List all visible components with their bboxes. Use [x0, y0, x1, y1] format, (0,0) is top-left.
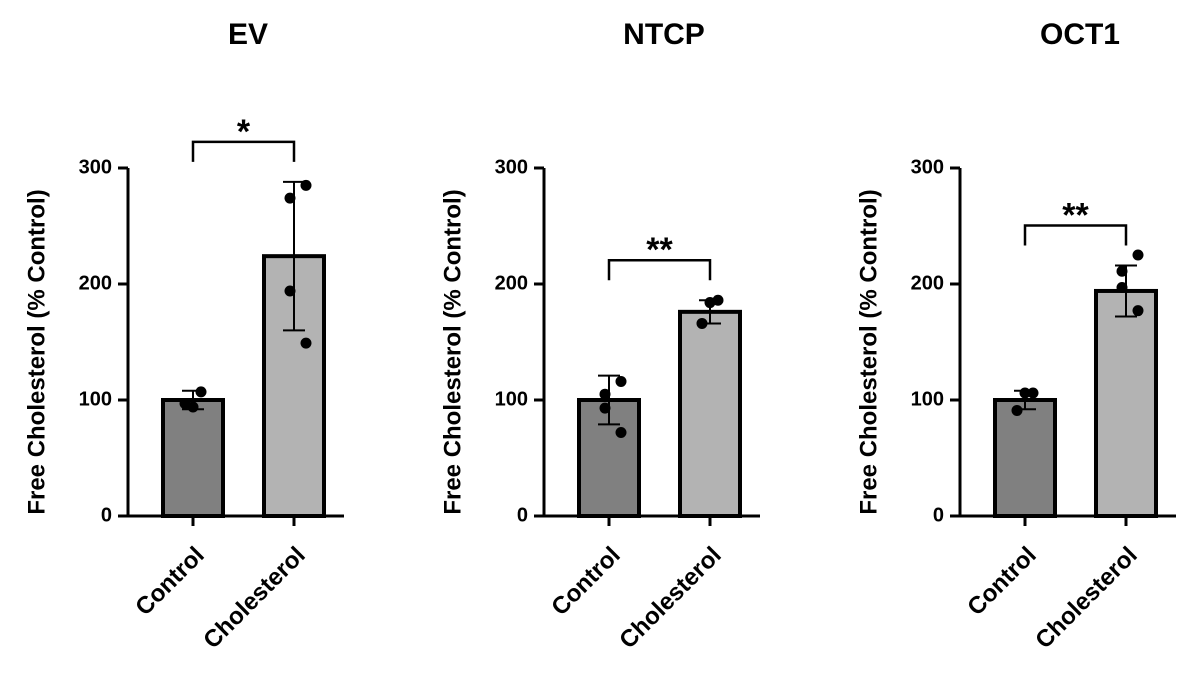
- x-tick-label: Cholesterol: [1030, 542, 1142, 654]
- data-point: [599, 388, 611, 400]
- y-tick-label: 100: [911, 388, 944, 410]
- y-tick-label: 0: [101, 504, 112, 526]
- x-tick-label: Cholesterol: [614, 542, 726, 654]
- significance-bracket: [191, 140, 296, 162]
- y-axis-label: Free Cholesterol (% Control): [23, 189, 50, 514]
- x-tick-label: Control: [962, 542, 1041, 621]
- significance-label: *: [237, 113, 251, 151]
- significance-label: **: [646, 231, 673, 269]
- y-tick-label: 300: [495, 156, 528, 178]
- bar: [993, 398, 1057, 518]
- bar: [678, 309, 742, 518]
- x-tick-label: Control: [130, 542, 209, 621]
- data-point: [599, 402, 611, 414]
- data-point: [300, 337, 312, 349]
- bar: [1094, 288, 1158, 518]
- data-point: [1132, 249, 1144, 261]
- y-tick-label: 0: [517, 504, 528, 526]
- data-point: [615, 426, 627, 438]
- data-point: [179, 397, 191, 409]
- y-tick-label: 100: [495, 388, 528, 410]
- data-point: [195, 386, 207, 398]
- data-point: [1011, 404, 1023, 416]
- panel-title: EV: [228, 18, 268, 51]
- x-tick-label: Control: [546, 542, 625, 621]
- data-point: [1116, 281, 1128, 293]
- y-tick-label: 100: [79, 388, 112, 410]
- data-point: [300, 179, 312, 191]
- panel-title: OCT1: [1040, 18, 1120, 51]
- y-tick-label: 200: [911, 272, 944, 294]
- x-tick-label: Cholesterol: [198, 542, 310, 654]
- data-point: [1116, 265, 1128, 277]
- y-axis-label: Free Cholesterol (% Control): [439, 189, 466, 514]
- y-tick-label: 200: [79, 272, 112, 294]
- data-point: [1027, 387, 1039, 399]
- significance-bracket: [1023, 224, 1128, 246]
- error-bar: [283, 180, 305, 332]
- data-point: [704, 297, 716, 309]
- data-point: [696, 317, 708, 329]
- y-axis-label: Free Cholesterol (% Control): [855, 189, 882, 514]
- bar: [161, 398, 225, 518]
- y-tick-label: 0: [933, 504, 944, 526]
- y-tick-label: 200: [495, 272, 528, 294]
- error-bar: [598, 374, 620, 426]
- data-point: [1019, 387, 1031, 399]
- data-point: [284, 285, 296, 297]
- y-tick-label: 300: [911, 156, 944, 178]
- data-point: [284, 192, 296, 204]
- data-point: [1132, 305, 1144, 317]
- significance-bracket: [607, 258, 712, 281]
- significance-label: **: [1062, 196, 1089, 234]
- panel-title: NTCP: [623, 18, 705, 51]
- data-point: [615, 375, 627, 387]
- y-tick-label: 300: [79, 156, 112, 178]
